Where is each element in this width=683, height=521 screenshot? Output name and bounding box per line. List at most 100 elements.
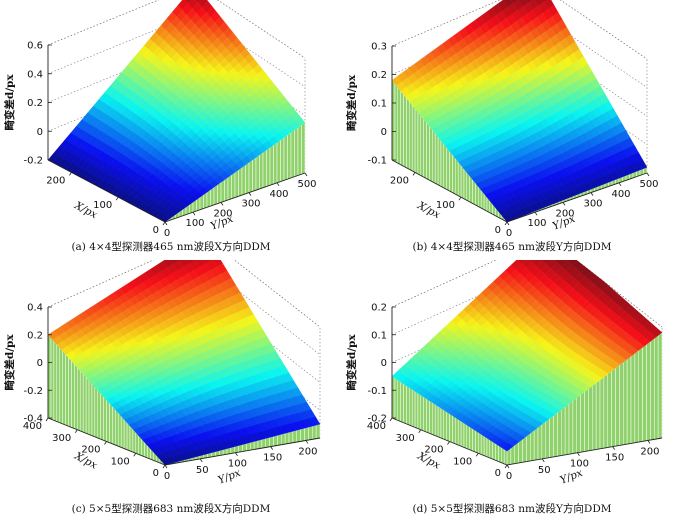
skirt-strip (460, 420, 465, 448)
x-tick-label: 200 (46, 175, 65, 186)
chart-b-svg: -0.100.10.20.301002000100200300400500X/p… (345, 0, 659, 253)
skirt-strip (443, 143, 447, 190)
x-tick (69, 172, 72, 176)
skirt-strip (203, 191, 208, 209)
skirt-strip (623, 358, 628, 446)
skirt-strip (411, 388, 416, 428)
y-tick (541, 458, 545, 463)
skirt-strip (595, 379, 601, 450)
skirt-strip (549, 415, 554, 458)
skirt-strip (576, 394, 581, 454)
y-tick-label: 0 (164, 471, 170, 482)
skirt-strip (123, 418, 128, 451)
y-tick-label: 50 (196, 465, 209, 476)
skirt-strip (265, 437, 270, 448)
skirt-strip (426, 122, 430, 181)
grid-line (391, 260, 663, 328)
y-tick (534, 211, 538, 216)
skirt-strip (224, 176, 229, 202)
chart-a-axes: -0.200.20.40.601002000100200300400500X/p… (3, 41, 317, 240)
y-tick (220, 202, 224, 206)
y-tick-label: 100 (228, 459, 247, 470)
chart-b-surface (391, 0, 648, 223)
x-tick (104, 441, 107, 445)
z-tick-label: 0.3 (371, 42, 387, 53)
z-tick-label: -0.2 (23, 386, 43, 397)
skirt-strip (557, 409, 562, 457)
chart-caption: (b) 4×4型探测器465 nm波段Y方向DDM (412, 240, 611, 253)
skirt-strip (120, 415, 125, 449)
skirt-strip (394, 377, 398, 421)
skirt-strip (642, 343, 647, 442)
y-tick (164, 464, 168, 469)
y-tick-label: 0 (506, 228, 512, 239)
y-tick-label: 200 (298, 446, 317, 457)
skirt-strip (420, 394, 424, 432)
skirt-strip (112, 405, 116, 446)
skirt-strip (56, 343, 60, 424)
y-tick-label: 0 (506, 471, 512, 482)
skirt-strip (650, 337, 655, 441)
y-axis-line (506, 172, 648, 223)
skirt-strip (414, 107, 419, 175)
z-tick-label: 0.2 (27, 98, 43, 109)
skirt-strip (85, 376, 90, 435)
skirt-strip (437, 405, 442, 439)
y-axis-line (164, 437, 321, 466)
skirt-strip (537, 423, 543, 460)
z-tick-label: 0.6 (27, 41, 43, 52)
z-tick-label: -0.1 (367, 386, 387, 397)
chart-a-svg: -0.200.20.40.601002000100200300400500X/p… (3, 0, 317, 253)
skirt-strip (397, 379, 401, 422)
x-tick (504, 221, 508, 226)
skirt-strip (646, 340, 651, 441)
y-tick-label: 100 (570, 459, 589, 470)
skirt-strip (489, 439, 493, 460)
skirt-strip (97, 389, 101, 440)
skirt-strip (103, 395, 107, 442)
skirt-strip (460, 164, 465, 200)
y-tick (612, 446, 616, 450)
skirt-strip (241, 164, 246, 196)
surface-cell (529, 260, 535, 263)
y-axis-label: Y/px (216, 467, 242, 487)
skirt-strip (626, 355, 632, 445)
grid-line (47, 260, 321, 328)
skirt-strip (68, 356, 72, 428)
y-tick-label: 400 (269, 189, 288, 200)
x-tick (162, 221, 166, 226)
skirt-strip (252, 156, 257, 192)
y-tick-label: 100 (185, 218, 204, 229)
y-tick-label: 0 (164, 228, 170, 239)
skirt-strip (545, 418, 550, 459)
skirt-strip (463, 168, 467, 201)
y-tick (276, 182, 280, 187)
skirt-strip (276, 139, 281, 184)
y-tick-label: 150 (263, 453, 282, 464)
skirt-strip (440, 407, 444, 440)
skirt-strip (588, 385, 593, 452)
skirt-strip (126, 422, 131, 452)
chart-caption: (c) 5×5型探测器683 nm波段X方向DDM (72, 502, 271, 515)
chart-panel-a: -0.2 0 0.2 0.4 0.6 0 100 200 0 100 200 300 400 500 X/p… (0, 0, 342, 260)
skirt-strip (634, 349, 639, 444)
skirt-strip (654, 335, 659, 440)
skirt-strip (77, 366, 81, 432)
x-tick (475, 453, 479, 457)
x-tick-label: 0 (153, 468, 159, 479)
skirt-strip (584, 388, 589, 452)
skirt-strip (486, 437, 490, 459)
skirt-strip (231, 171, 236, 200)
x-tick (412, 172, 416, 176)
skirt-strip (234, 169, 239, 198)
skirt-strip (522, 435, 527, 463)
x-tick (389, 417, 393, 422)
skirt-strip (452, 415, 456, 445)
z-tick-label: 0.4 (27, 303, 43, 314)
skirt-strip (414, 390, 419, 429)
skirt-strip (434, 132, 439, 186)
skirt-strip (273, 142, 278, 185)
chart-d-axes: -0.2 -0.1 0 0.1 0.2 0 100 200 300 400 0 50 100 150 200… (345, 303, 663, 487)
z-axis-label: 畸变差d/px (345, 74, 358, 131)
skirt-strip (510, 444, 515, 465)
